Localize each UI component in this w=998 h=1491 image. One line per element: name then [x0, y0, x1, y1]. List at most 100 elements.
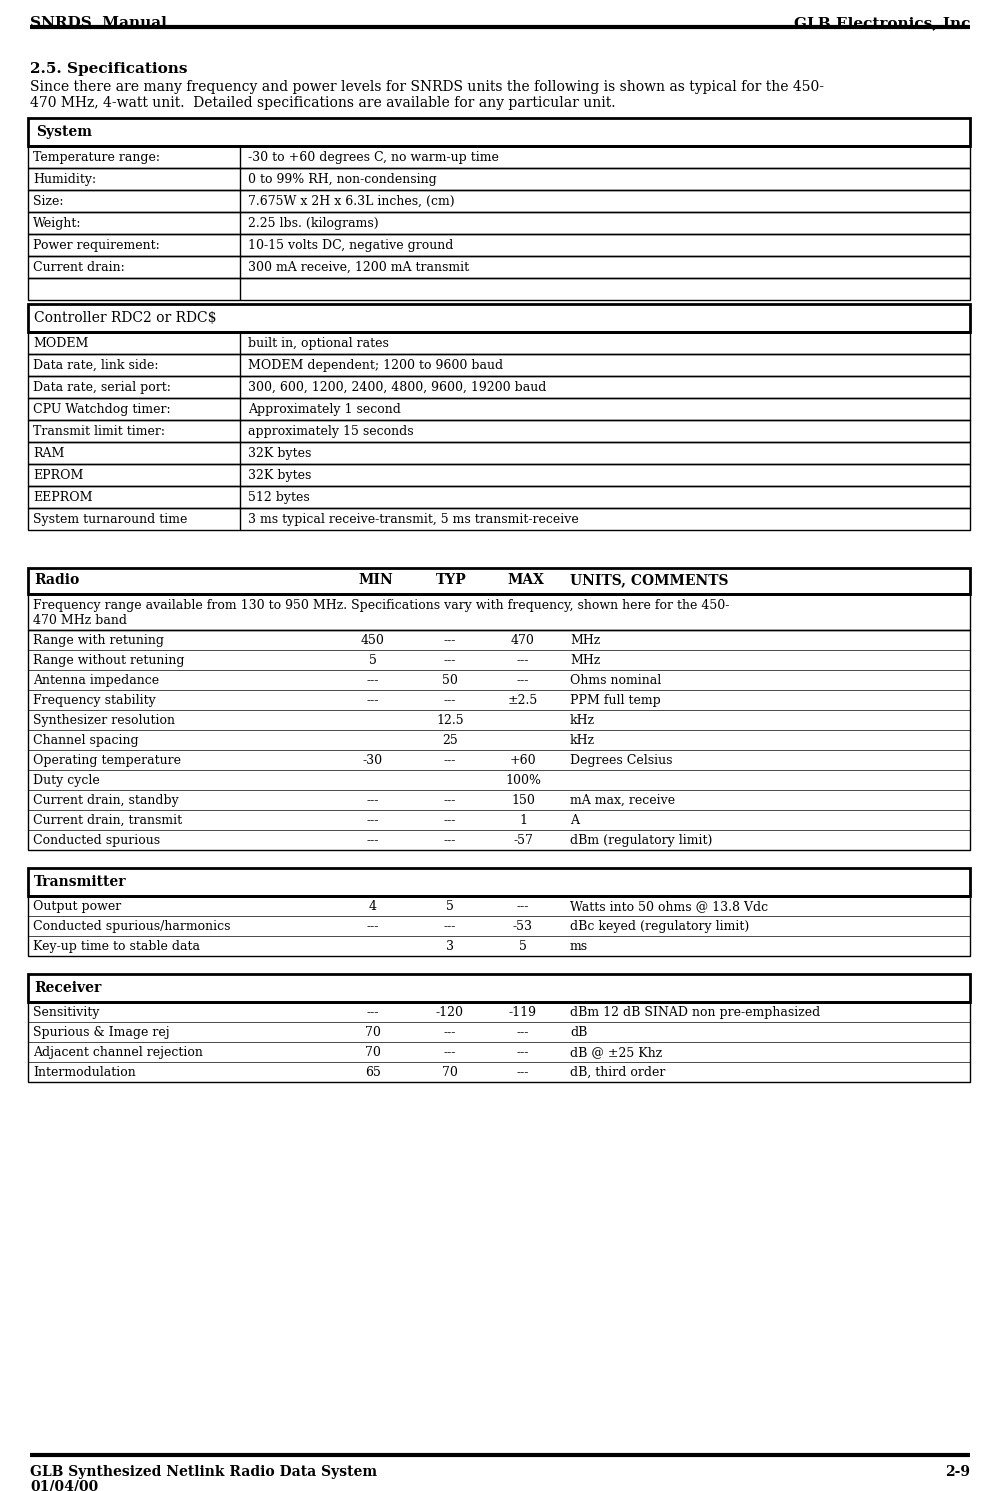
Text: 2.5. Specifications: 2.5. Specifications	[30, 63, 188, 76]
Bar	[28, 486, 970, 508]
Text: TYP: TYP	[435, 573, 466, 587]
Bar	[28, 441, 970, 464]
Text: EEPROM: EEPROM	[33, 491, 93, 504]
Text: System turnaround time: System turnaround time	[33, 513, 188, 526]
Text: 100%: 100%	[505, 774, 541, 787]
Text: Spurious & Image rej: Spurious & Image rej	[33, 1026, 170, 1039]
Text: Antenna impedance: Antenna impedance	[33, 674, 159, 687]
Text: -53: -53	[513, 920, 533, 933]
Text: ---: ---	[367, 1006, 379, 1018]
Bar	[28, 168, 970, 189]
Bar	[28, 212, 970, 234]
Text: 5: 5	[446, 901, 454, 912]
Text: ---: ---	[517, 1066, 529, 1079]
Text: Size:: Size:	[33, 195, 64, 209]
Text: ---: ---	[367, 814, 379, 828]
Text: +60: +60	[510, 754, 536, 766]
Text: 300 mA receive, 1200 mA transmit: 300 mA receive, 1200 mA transmit	[248, 261, 469, 274]
Text: Temperature range:: Temperature range:	[33, 151, 160, 164]
Text: 70: 70	[365, 1047, 381, 1059]
Bar	[28, 189, 970, 212]
Text: Power requirement:: Power requirement:	[33, 239, 160, 252]
Text: -30 to +60 degrees C, no warm-up time: -30 to +60 degrees C, no warm-up time	[248, 151, 499, 164]
Text: 470 MHz band: 470 MHz band	[33, 614, 127, 628]
Text: Transmitter: Transmitter	[34, 875, 127, 889]
Text: Weight:: Weight:	[33, 218, 82, 230]
Text: kHz: kHz	[570, 714, 595, 728]
Text: GLB Synthesized Netlink Radio Data System: GLB Synthesized Netlink Radio Data Syste…	[30, 1466, 377, 1479]
Text: 512 bytes: 512 bytes	[248, 491, 309, 504]
Text: 5: 5	[369, 655, 377, 666]
Text: Ohms nominal: Ohms nominal	[570, 674, 662, 687]
Text: 470 MHz, 4-watt unit.  Detailed specifications are available for any particular : 470 MHz, 4-watt unit. Detailed specifica…	[30, 95, 616, 110]
Bar	[28, 508, 970, 529]
Text: ---: ---	[444, 833, 456, 847]
Text: ---: ---	[444, 920, 456, 933]
Text: System: System	[36, 125, 92, 139]
Text: -57: -57	[513, 833, 533, 847]
Text: mA max, receive: mA max, receive	[570, 795, 675, 807]
Text: PPM full temp: PPM full temp	[570, 693, 661, 707]
Text: 10-15 volts DC, negative ground: 10-15 volts DC, negative ground	[248, 239, 453, 252]
Bar	[28, 277, 970, 300]
Text: Duty cycle: Duty cycle	[33, 774, 100, 787]
Text: Operating temperature: Operating temperature	[33, 754, 181, 766]
Bar	[28, 420, 970, 441]
Text: 300, 600, 1200, 2400, 4800, 9600, 19200 baud: 300, 600, 1200, 2400, 4800, 9600, 19200 …	[248, 382, 546, 394]
Text: 3: 3	[446, 939, 454, 953]
Bar	[28, 974, 970, 1002]
Text: 70: 70	[365, 1026, 381, 1039]
Bar	[28, 304, 970, 332]
Bar	[28, 118, 970, 146]
Text: Receiver: Receiver	[34, 981, 101, 994]
Text: Range without retuning: Range without retuning	[33, 655, 185, 666]
Text: kHz: kHz	[570, 734, 595, 747]
Text: Humidity:: Humidity:	[33, 173, 96, 186]
Text: dBm (regulatory limit): dBm (regulatory limit)	[570, 833, 713, 847]
Text: 5: 5	[519, 939, 527, 953]
Text: 01/04/00: 01/04/00	[30, 1481, 98, 1491]
Bar	[28, 353, 970, 376]
Text: ±2.5: ±2.5	[508, 693, 538, 707]
Text: UNITS, COMMENTS: UNITS, COMMENTS	[570, 573, 729, 587]
Bar	[28, 464, 970, 486]
Text: Range with retuning: Range with retuning	[33, 634, 164, 647]
Text: Since there are many frequency and power levels for SNRDS units the following is: Since there are many frequency and power…	[30, 81, 824, 94]
Text: ---: ---	[517, 674, 529, 687]
Text: Current drain, transmit: Current drain, transmit	[33, 814, 182, 828]
Text: Adjacent channel rejection: Adjacent channel rejection	[33, 1047, 203, 1059]
Text: dB, third order: dB, third order	[570, 1066, 666, 1079]
Text: 3 ms typical receive-transmit, 5 ms transmit-receive: 3 ms typical receive-transmit, 5 ms tran…	[248, 513, 579, 526]
Text: ---: ---	[444, 1047, 456, 1059]
Text: Sensitivity: Sensitivity	[33, 1006, 100, 1018]
Text: ---: ---	[444, 693, 456, 707]
Text: Channel spacing: Channel spacing	[33, 734, 139, 747]
Text: 65: 65	[365, 1066, 381, 1079]
Text: 25: 25	[442, 734, 458, 747]
Text: ---: ---	[367, 920, 379, 933]
Text: Output power: Output power	[33, 901, 121, 912]
Text: CPU Watchdog timer:: CPU Watchdog timer:	[33, 403, 171, 416]
Text: dBc keyed (regulatory limit): dBc keyed (regulatory limit)	[570, 920, 749, 933]
Text: RAM: RAM	[33, 447, 65, 461]
Text: ---: ---	[517, 1047, 529, 1059]
Text: Data rate, link side:: Data rate, link side:	[33, 359, 159, 371]
Bar	[28, 146, 970, 168]
Text: SNRDS  Manual: SNRDS Manual	[30, 16, 167, 30]
Bar	[28, 868, 970, 896]
Text: ---: ---	[444, 814, 456, 828]
Text: ---: ---	[444, 655, 456, 666]
Bar	[28, 631, 970, 850]
Text: dB @ ±25 Khz: dB @ ±25 Khz	[570, 1047, 663, 1059]
Text: Synthesizer resolution: Synthesizer resolution	[33, 714, 175, 728]
Text: -120: -120	[436, 1006, 464, 1018]
Bar	[28, 376, 970, 398]
Text: Data rate, serial port:: Data rate, serial port:	[33, 382, 171, 394]
Text: MHz: MHz	[570, 634, 601, 647]
Text: -30: -30	[363, 754, 383, 766]
Text: Intermodulation: Intermodulation	[33, 1066, 136, 1079]
Text: ---: ---	[444, 754, 456, 766]
Text: MODEM dependent; 1200 to 9600 baud: MODEM dependent; 1200 to 9600 baud	[248, 359, 503, 371]
Text: ---: ---	[367, 693, 379, 707]
Text: GLB Electronics, Inc: GLB Electronics, Inc	[793, 16, 970, 30]
